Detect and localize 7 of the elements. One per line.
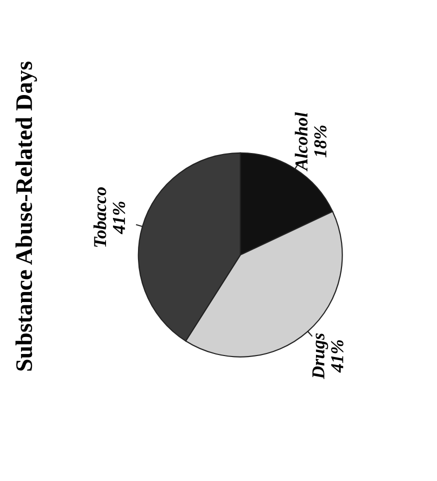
data-label: 41% <box>112 202 126 234</box>
slice-label: Drugs <box>312 333 328 380</box>
data-label: 18% <box>314 126 326 158</box>
slice-label: Tobacco <box>93 187 106 247</box>
data-label: 41% <box>331 340 344 373</box>
text: Substance Abuse-Related Days <box>15 62 37 371</box>
slice-label: Alcohol <box>294 112 308 172</box>
